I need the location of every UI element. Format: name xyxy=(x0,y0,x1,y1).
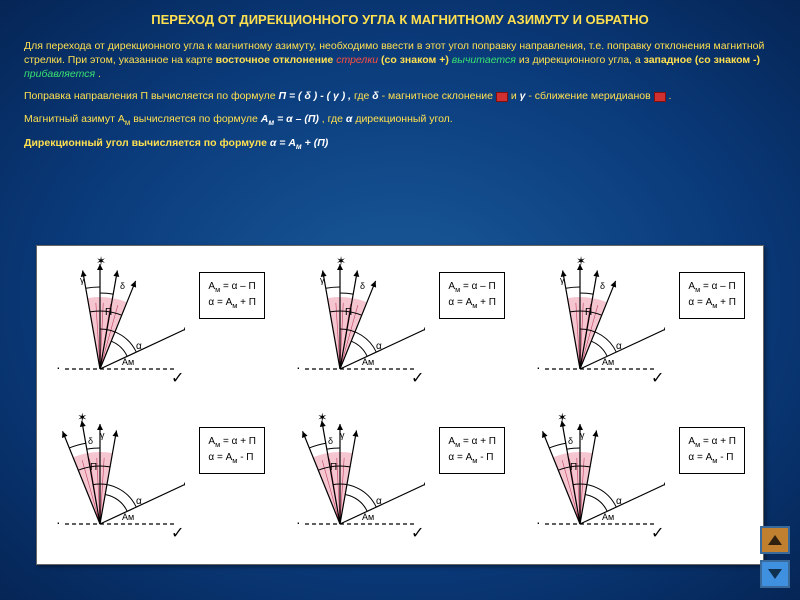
svg-text:П: П xyxy=(570,462,577,473)
svg-text:Aм: Aм xyxy=(122,357,134,367)
svg-text:·: · xyxy=(296,359,301,375)
p1-plus: (со знаком +) xyxy=(381,54,452,66)
nav-up-button[interactable] xyxy=(760,526,790,554)
diagram-cell-2: ✶ γ δ ПαAм · Aм = α – Пα = Aм + П ✓ xyxy=(523,250,763,405)
svg-text:γ: γ xyxy=(100,430,105,440)
diagram-cell-4: ✶ γδ ПαAм · Aм = α + Пα = Aм - П ✓ xyxy=(283,405,523,560)
p4-a: Дирекционный угол вычисляется по формуле xyxy=(24,137,270,149)
svg-text:Aм: Aм xyxy=(122,512,134,522)
p3-a: Магнитный азимут А xyxy=(24,113,125,125)
svg-text:γ: γ xyxy=(80,275,85,285)
svg-text:·: · xyxy=(536,514,541,530)
p3-c: , где xyxy=(322,113,346,125)
nav-down-button[interactable] xyxy=(760,560,790,588)
p1-minus: (со знаком -) xyxy=(695,54,760,66)
check-icon: ✓ xyxy=(651,368,664,388)
diagram-panel: ✶γδПαAм·Aм = α – Пα = Aм + П✓✶γδПαAм·Aм … xyxy=(36,245,764,565)
svg-text:П: П xyxy=(105,307,112,318)
paragraph-2: Поправка направления П вычисляется по фо… xyxy=(0,87,800,105)
p1-mid: из дирекционного угла, а xyxy=(519,54,644,66)
check-icon: ✓ xyxy=(411,368,424,388)
diagram-cell-3: ✶ γδ ПαAм · Aм = α + Пα = Aм - П ✓ xyxy=(43,405,283,560)
p2-a: Поправка направления П вычисляется по фо… xyxy=(24,90,279,102)
svg-text:П: П xyxy=(90,462,97,473)
svg-text:·: · xyxy=(56,514,61,530)
svg-text:δ: δ xyxy=(568,436,573,446)
p3-alpha: α xyxy=(346,113,355,125)
p3-d: дирекционный угол. xyxy=(355,113,452,125)
svg-text:П: П xyxy=(345,307,352,318)
check-icon: ✓ xyxy=(171,523,184,543)
formula-box-1: Aм = α – Пα = Aм + П xyxy=(439,272,505,319)
svg-text:✶: ✶ xyxy=(77,411,87,425)
page-title: ПЕРЕХОД ОТ ДИРЕКЦИОННОГО УГЛА К МАГНИТНО… xyxy=(0,0,800,37)
p1-arrow: стрелки xyxy=(336,54,381,66)
p2-dot: . xyxy=(669,90,672,102)
p2-delta: δ xyxy=(372,90,381,102)
svg-text:П: П xyxy=(585,307,592,318)
svg-text:·: · xyxy=(536,359,541,375)
svg-text:·: · xyxy=(56,359,61,375)
svg-text:δ: δ xyxy=(328,436,333,446)
svg-text:Aм: Aм xyxy=(602,512,614,522)
p2-formula: П = ( δ ) - ( γ ) , xyxy=(279,90,352,102)
svg-text:α: α xyxy=(616,496,622,507)
paragraph-4: Дирекционный угол вычисляется по формуле… xyxy=(0,134,800,155)
formula-box-5: Aм = α + Пα = Aм - П xyxy=(679,427,745,474)
p2-d: и xyxy=(511,90,520,102)
svg-text:·: · xyxy=(296,514,301,530)
svg-text:Aм: Aм xyxy=(362,357,374,367)
nav-buttons xyxy=(760,526,790,588)
svg-text:✶: ✶ xyxy=(576,254,586,268)
p1-add: прибавляется xyxy=(24,68,95,80)
paragraph-1: Для перехода от дирекционного угла к маг… xyxy=(0,37,800,84)
svg-text:γ: γ xyxy=(560,275,565,285)
svg-text:α: α xyxy=(136,496,142,507)
svg-text:δ: δ xyxy=(88,436,93,446)
svg-text:Aм: Aм xyxy=(602,357,614,367)
check-icon: ✓ xyxy=(651,523,664,543)
p4-f2: + (П) xyxy=(302,137,329,149)
paragraph-3: Магнитный азимут Ам вычисляется по форму… xyxy=(0,110,800,131)
p3-f2: = α – (П) xyxy=(274,113,319,125)
svg-text:✶: ✶ xyxy=(557,411,567,425)
diagram-cell-0: ✶ γ δ ПαAм · Aм = α – Пα = Aм + П ✓ xyxy=(43,250,283,405)
formula-box-0: Aм = α – Пα = Aм + П xyxy=(199,272,265,319)
svg-text:δ: δ xyxy=(120,281,125,291)
p1-west: западное xyxy=(644,54,695,66)
p3-b: вычисляется по формуле xyxy=(133,113,261,125)
red-icon-2[interactable] xyxy=(654,92,666,102)
diagram-cell-5: ✶ γδ ПαAм · Aм = α + Пα = Aм - П ✓ xyxy=(523,405,763,560)
p2-b: где xyxy=(354,90,372,102)
p1-dot: . xyxy=(98,68,101,80)
p1-east: восточное отклонение xyxy=(216,54,337,66)
svg-text:δ: δ xyxy=(360,281,365,291)
svg-text:δ: δ xyxy=(600,281,605,291)
red-icon-1[interactable] xyxy=(496,92,508,102)
svg-text:α: α xyxy=(376,496,382,507)
formula-box-4: Aм = α + Пα = Aм - П xyxy=(439,427,505,474)
check-icon: ✓ xyxy=(171,368,184,388)
svg-text:П: П xyxy=(330,462,337,473)
p1-minus-verb: вычитается xyxy=(452,54,516,66)
formula-box-2: Aм = α – Пα = Aм + П xyxy=(679,272,745,319)
p2-e: - сближение меридианов xyxy=(528,90,653,102)
check-icon: ✓ xyxy=(411,523,424,543)
svg-text:γ: γ xyxy=(580,430,585,440)
svg-text:✶: ✶ xyxy=(336,254,346,268)
svg-text:α: α xyxy=(376,341,382,352)
svg-text:✶: ✶ xyxy=(96,254,106,268)
formula-box-3: Aм = α + Пα = Aм - П xyxy=(199,427,265,474)
svg-text:γ: γ xyxy=(340,430,345,440)
svg-text:γ: γ xyxy=(320,275,325,285)
p4-f: α = А xyxy=(270,137,296,149)
diagram-cell-1: ✶ γ δ ПαAм · Aм = α – Пα = Aм + П ✓ xyxy=(283,250,523,405)
svg-text:α: α xyxy=(616,341,622,352)
p2-c: - магнитное склонение xyxy=(382,90,496,102)
svg-text:✶: ✶ xyxy=(317,411,327,425)
p3-sub: м xyxy=(125,118,130,127)
svg-text:Aм: Aм xyxy=(362,512,374,522)
svg-text:α: α xyxy=(136,341,142,352)
